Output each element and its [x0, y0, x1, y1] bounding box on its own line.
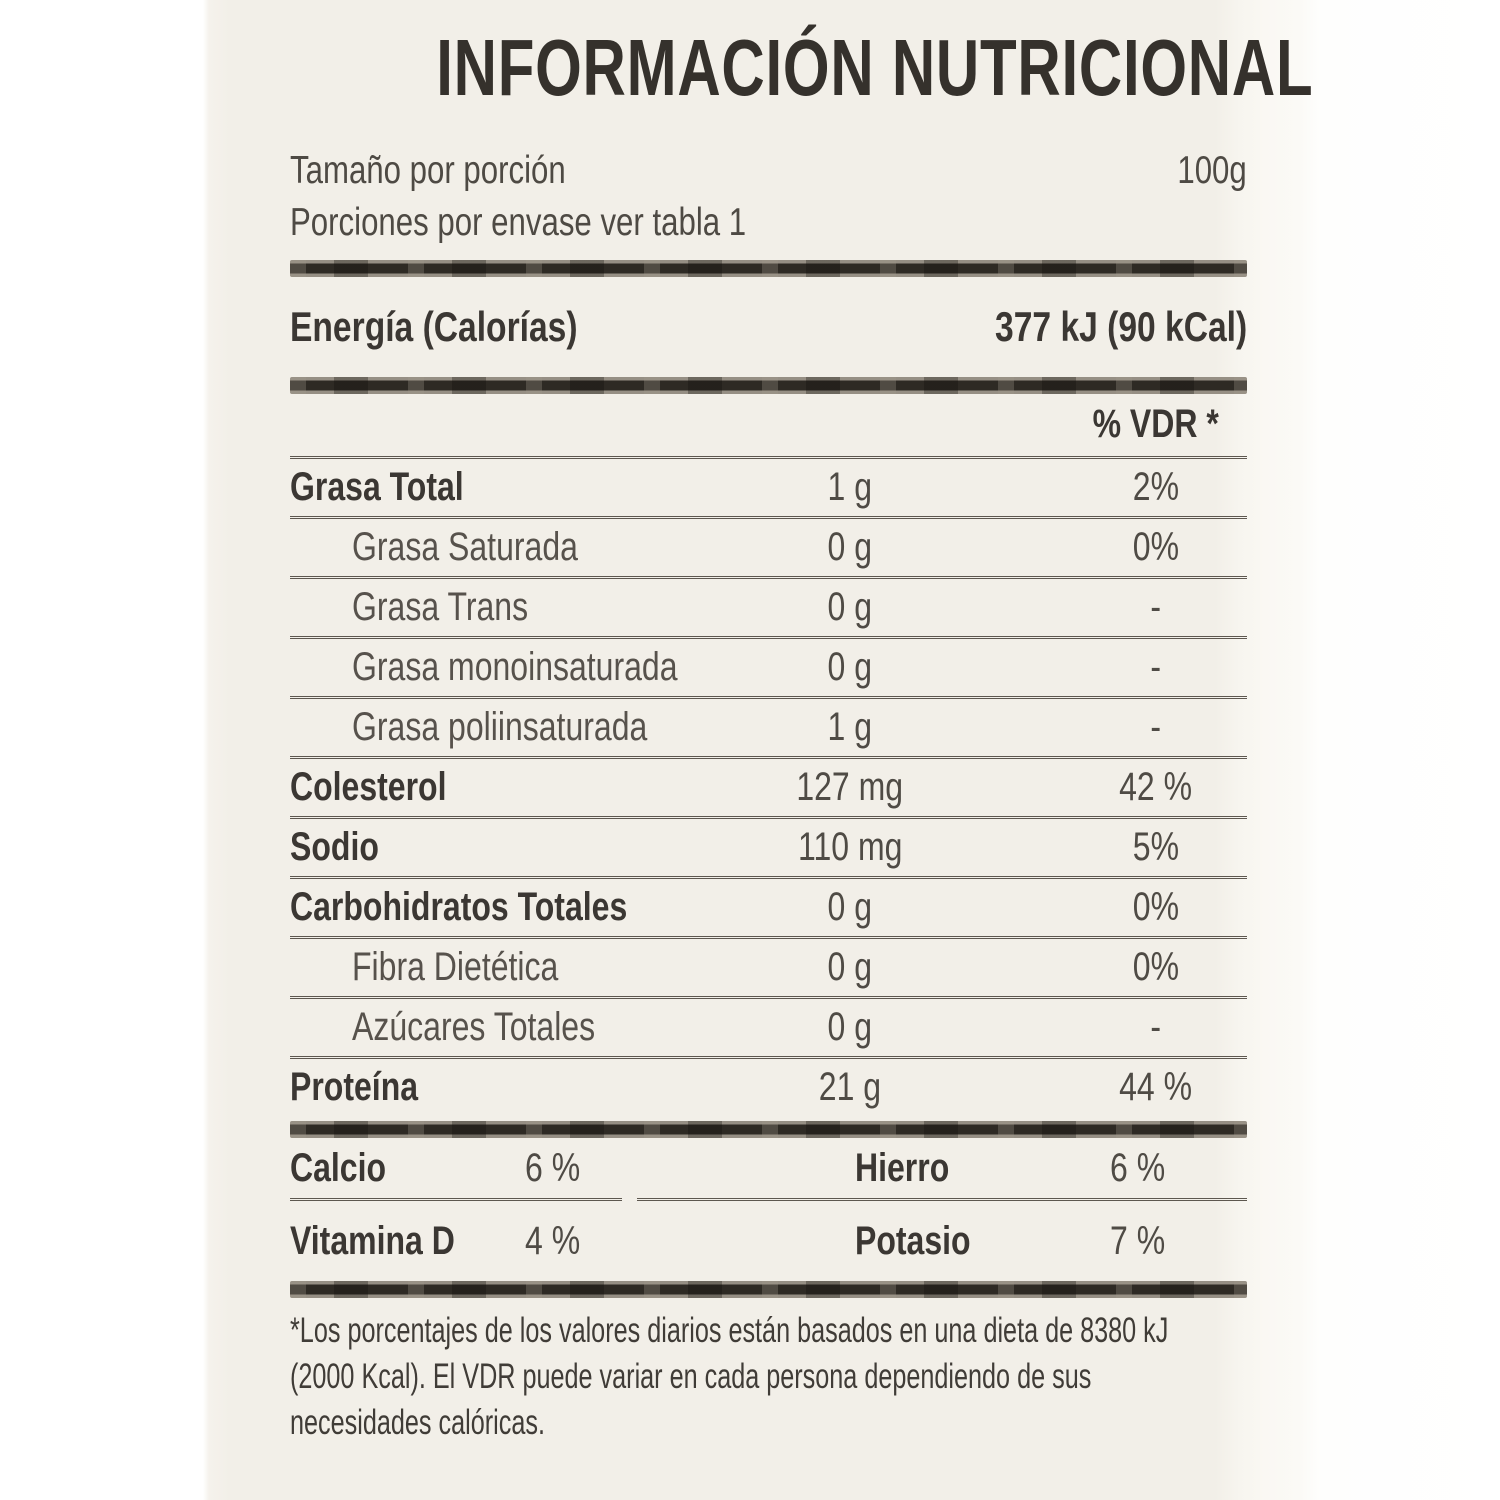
nutrient-vdr-percent: 0%	[1132, 945, 1180, 989]
micronutrient-percent: 4 %	[525, 1218, 581, 1263]
nutrient-name: Grasa Total	[290, 465, 464, 509]
nutrient-name: Grasa Saturada	[352, 525, 578, 569]
nutrient-row: Sodio 110 mg 5%	[290, 819, 1247, 879]
nutrient-name: Proteína	[290, 1065, 419, 1109]
nutrient-name: Carbohidratos Totales	[290, 885, 628, 929]
nutrient-amount: 21 g	[818, 1065, 882, 1109]
nutrient-name: Grasa poliinsaturada	[352, 705, 648, 749]
serving-info: Tamaño por porción 100g Porciones por en…	[290, 145, 1247, 249]
nutrient-amount: 110 mg	[797, 825, 903, 869]
nutrient-row: Fibra Dietética 0 g 0%	[290, 939, 1247, 999]
nutrient-name: Azúcares Totales	[352, 1005, 596, 1049]
nutrient-row: Grasa Total 1 g 2%	[290, 459, 1247, 519]
nutrient-vdr-percent: -	[1150, 705, 1162, 749]
nutrient-row: Grasa Trans 0 g -	[290, 579, 1247, 639]
nutrient-row: Proteína 21 g 44 %	[290, 1059, 1247, 1119]
divider-bar-top	[290, 260, 1247, 277]
nutrient-vdr-percent: -	[1150, 645, 1162, 689]
nutrient-vdr-percent: 2%	[1132, 465, 1180, 509]
micronutrient-cell: Vitamina D 4 %	[290, 1201, 622, 1281]
micronutrient-name: Hierro	[855, 1145, 950, 1190]
energy-row: Energía (Calorías) 377 kJ (90 kCal)	[290, 277, 1247, 377]
micronutrient-percent: 6 %	[525, 1145, 581, 1190]
vdr-footnote: *Los porcentajes de los valores diarios …	[290, 1308, 1247, 1446]
nutrient-amount: 1 g	[827, 465, 873, 509]
servings-per-container: Porciones por envase ver tabla 1	[290, 201, 747, 244]
nutrient-row: Grasa Saturada 0 g 0%	[290, 519, 1247, 579]
micronutrient-name: Calcio	[290, 1145, 387, 1190]
nutrient-amount: 127 mg	[796, 765, 904, 809]
micronutrient-cell: Hierro 6 %	[637, 1138, 1247, 1201]
footnote-line: necesidades calóricas.	[290, 1403, 545, 1442]
nutrient-vdr-percent: -	[1150, 585, 1162, 629]
nutrient-vdr-percent: 0%	[1132, 885, 1180, 929]
micronutrient-name: Potasio	[855, 1218, 971, 1263]
nutrient-vdr-percent: 44 %	[1119, 1065, 1193, 1109]
nutrient-amount: 0 g	[827, 1005, 873, 1049]
energy-value: 377 kJ (90 kCal)	[994, 303, 1247, 350]
nutrient-name: Colesterol	[290, 765, 447, 809]
divider-bar-energy	[290, 377, 1247, 394]
nutrient-row: Grasa poliinsaturada 1 g -	[290, 699, 1247, 759]
nutrient-row: Azúcares Totales 0 g -	[290, 999, 1247, 1059]
nutrient-name: Fibra Dietética	[352, 945, 559, 989]
vdr-column-header: % VDR *	[1092, 402, 1219, 446]
micronutrient-percent: 7 %	[1110, 1218, 1166, 1263]
nutrient-amount: 0 g	[827, 945, 873, 989]
micronutrient-table: Calcio 6 % Hierro 6 % Vitamina D 4 % Pot…	[290, 1138, 1247, 1281]
label-title: INFORMACIÓN NUTRICIONAL	[436, 23, 1314, 112]
divider-bar-mid	[290, 1121, 1247, 1138]
serving-size-label: Tamaño por porción	[290, 149, 566, 192]
nutrient-amount: 0 g	[827, 645, 873, 689]
energy-label: Energía (Calorías)	[290, 303, 578, 350]
nutrient-name: Sodio	[290, 825, 379, 869]
nutrient-amount: 0 g	[827, 885, 873, 929]
nutrient-amount: 0 g	[827, 525, 873, 569]
nutrient-table: Grasa Total 1 g 2% Grasa Saturada 0 g 0%…	[290, 456, 1247, 1119]
serving-size-value: 100g	[1177, 149, 1247, 192]
nutrient-name: Grasa Trans	[352, 585, 529, 629]
nutrient-vdr-percent: 42 %	[1119, 765, 1193, 809]
micronutrient-name: Vitamina D	[290, 1218, 455, 1263]
nutrient-vdr-percent: 0%	[1132, 525, 1180, 569]
micronutrient-cell: Calcio 6 %	[290, 1138, 622, 1201]
nutrient-amount: 1 g	[827, 705, 873, 749]
divider-bar-bottom	[290, 1281, 1247, 1298]
nutrient-amount: 0 g	[827, 585, 873, 629]
micronutrient-percent: 6 %	[1110, 1145, 1166, 1190]
nutrient-name: Grasa monoinsaturada	[352, 645, 678, 689]
nutrient-row: Grasa monoinsaturada 0 g -	[290, 639, 1247, 699]
footnote-line: (2000 Kcal). El VDR puede variar en cada…	[290, 1357, 1092, 1396]
micronutrient-cell: Potasio 7 %	[637, 1201, 1247, 1281]
footnote-line: *Los porcentajes de los valores diarios …	[290, 1311, 1169, 1350]
nutrient-row: Colesterol 127 mg 42 %	[290, 759, 1247, 819]
nutrition-label: INFORMACIÓN NUTRICIONAL Tamaño por porci…	[290, 0, 1314, 1446]
nutrient-vdr-percent: 5%	[1132, 825, 1180, 869]
nutrient-vdr-percent: -	[1150, 1005, 1162, 1049]
nutrient-row: Carbohidratos Totales 0 g 0%	[290, 879, 1247, 939]
